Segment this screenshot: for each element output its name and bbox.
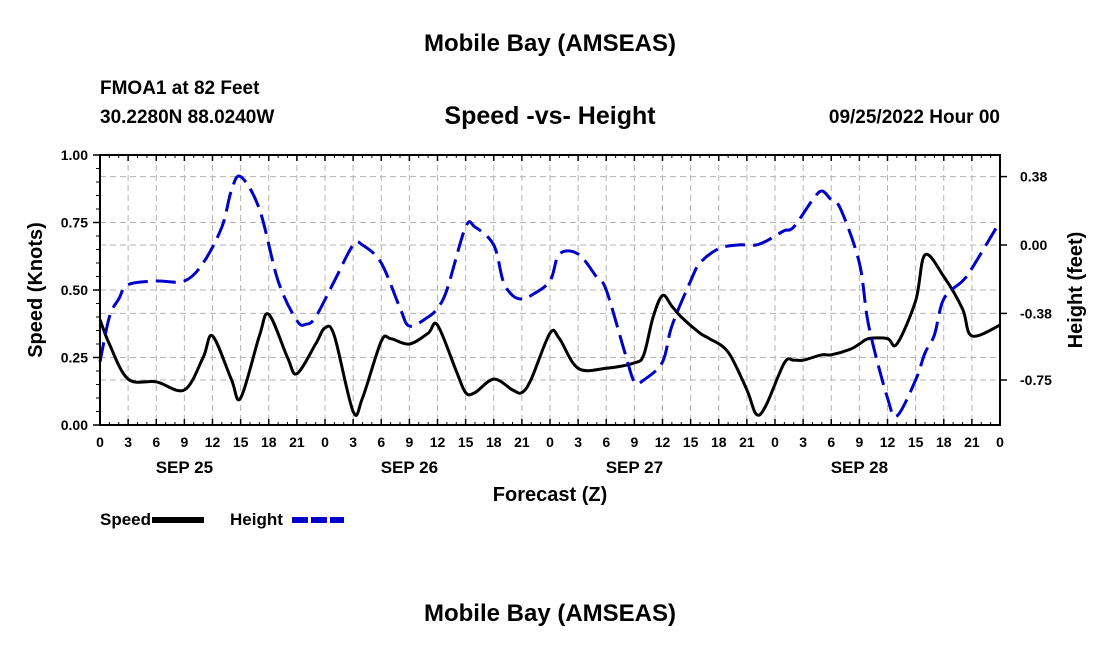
x-tick-label: 18 <box>486 434 502 450</box>
footer-title: Mobile Bay (AMSEAS) <box>423 600 677 627</box>
x-tick-label: 9 <box>405 434 413 450</box>
x-tick-label: 0 <box>996 434 1004 450</box>
series-line-height <box>98 174 1002 419</box>
y-tick-label-left: 0.25 <box>61 350 88 366</box>
x-tick-label: 21 <box>514 434 530 450</box>
series-lines <box>98 174 1002 419</box>
x-tick-label: 21 <box>964 434 980 450</box>
x-tick-label: 3 <box>574 434 582 450</box>
x-tick-label: 15 <box>683 434 699 450</box>
y-tick-label-right: -0.38 <box>1020 305 1052 321</box>
chart-subtitle: Speed -vs- Height <box>444 102 656 130</box>
x-tick-label: 12 <box>430 434 446 450</box>
x-tick-label: 21 <box>739 434 755 450</box>
x-tick-label: 6 <box>602 434 610 450</box>
forecast-datetime: 09/25/2022 Hour 00 <box>828 107 1000 128</box>
x-tick-label: 0 <box>96 434 104 450</box>
x-tick-label: 3 <box>124 434 132 450</box>
x-tick-label: 6 <box>377 434 385 450</box>
x-tick-label: 12 <box>655 434 671 450</box>
station-label: FMOA1 at 82 Feet <box>100 78 260 99</box>
axis-ticks: 0 3 6 9 12 15 18 21 0 3 6 9 12 15 18 21 0 3 6 9 12 15 18 21 0 3 6 9… <box>61 147 1052 477</box>
x-tick-label: 9 <box>630 434 638 450</box>
y-axis-label-right: Height (feet) <box>1065 232 1087 349</box>
date-label: SEP 27 <box>606 458 663 477</box>
x-tick-label: 12 <box>880 434 896 450</box>
y-tick-label-left: 1.00 <box>61 147 88 163</box>
y-tick-label-right: -0.75 <box>1020 372 1052 388</box>
y-tick-label-left: 0.00 <box>61 417 88 433</box>
legend-label-height: Height <box>230 510 283 529</box>
y-tick-label-right: 0.00 <box>1020 237 1047 253</box>
x-tick-label: 0 <box>546 434 554 450</box>
y-tick-label-left: 0.50 <box>61 282 88 298</box>
x-tick-label: 18 <box>711 434 727 450</box>
date-label: SEP 25 <box>156 458 213 477</box>
x-tick-label: 12 <box>205 434 221 450</box>
x-tick-label: 0 <box>771 434 779 450</box>
x-tick-label: 6 <box>152 434 160 450</box>
x-tick-label: 21 <box>289 434 305 450</box>
date-label: SEP 26 <box>381 458 438 477</box>
x-tick-label: 9 <box>855 434 863 450</box>
x-tick-label: 15 <box>458 434 474 450</box>
x-tick-label: 0 <box>321 434 329 450</box>
chart-title: Mobile Bay (AMSEAS) <box>423 30 677 57</box>
coordinates-label: 30.2280N 88.0240W <box>100 107 275 128</box>
x-tick-label: 15 <box>233 434 249 450</box>
series-line-speed <box>98 252 1001 417</box>
legend-label-speed: Speed <box>100 510 151 529</box>
x-tick-label: 9 <box>180 434 188 450</box>
y-axis-label-left: Speed (Knots) <box>25 222 47 358</box>
x-tick-label: 18 <box>936 434 952 450</box>
x-tick-label: 3 <box>349 434 357 450</box>
y-tick-label-left: 0.75 <box>61 215 88 231</box>
legend: Speed Height <box>100 510 344 529</box>
date-label: SEP 28 <box>831 458 888 477</box>
x-tick-label: 3 <box>799 434 807 450</box>
x-tick-label: 6 <box>827 434 835 450</box>
x-tick-label: 15 <box>908 434 924 450</box>
x-tick-label: 18 <box>261 434 277 450</box>
x-axis-label: Forecast (Z) <box>493 484 607 506</box>
y-tick-label-right: 0.38 <box>1020 169 1047 185</box>
grid-lines <box>100 155 1000 425</box>
